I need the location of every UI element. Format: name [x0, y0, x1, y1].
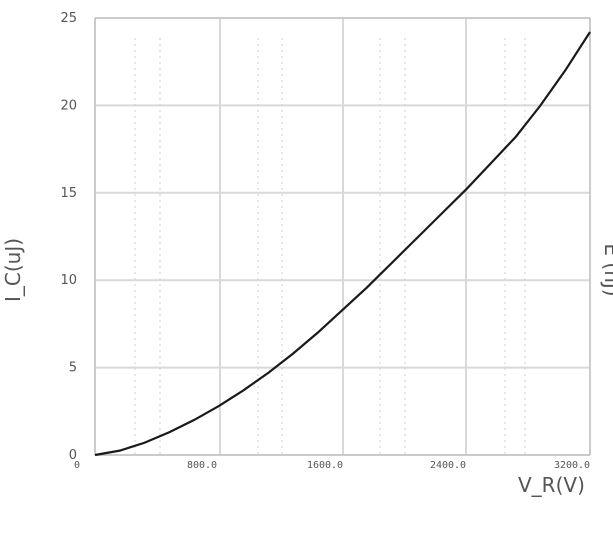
x-tick-label: 2400.0 — [430, 460, 466, 471]
y-tick-label: 20 — [60, 98, 77, 113]
x-tick-label: 800.0 — [187, 460, 217, 471]
plot-frame — [94, 17, 591, 456]
x-tick-label: 3200.0 — [554, 460, 590, 471]
x-tick-label: 0 — [74, 460, 80, 471]
series-line — [94, 31, 591, 457]
y-axis-label-left: I_C(uJ) — [1, 238, 25, 302]
y-axis-label-right: E (nJ) — [600, 243, 613, 296]
x-axis-ticks: 0 800.0 1600.0 2400.0 3200.0 — [74, 460, 590, 471]
y-tick-label: 25 — [60, 11, 77, 26]
grid — [94, 17, 591, 456]
y-axis-ticks: 0 5 10 15 20 25 — [60, 11, 77, 463]
y-tick-label: 0 — [69, 448, 77, 463]
y-tick-label: 10 — [60, 273, 77, 288]
y-tick-label: 5 — [69, 361, 77, 376]
x-axis-label: V_R(V) — [518, 473, 585, 497]
y-tick-label: 15 — [60, 186, 77, 201]
x-tick-label: 1600.0 — [307, 460, 343, 471]
